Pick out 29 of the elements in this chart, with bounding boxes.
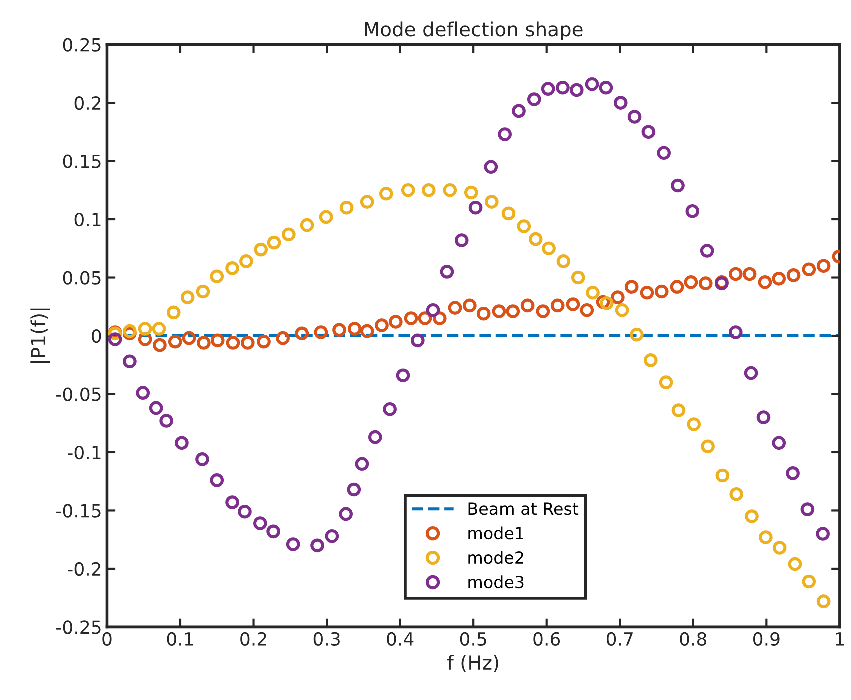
x-tick-label: 0.8 [680, 632, 707, 646]
y-tick-label: -0.1 [68, 446, 101, 460]
y-tick-label: -0.05 [56, 388, 101, 402]
x-tick-label: 0 [102, 632, 112, 646]
y-axis-title: |P1(f)| [30, 308, 50, 364]
x-tick-label: 0.2 [240, 632, 266, 646]
x-tick-label: 0.1 [167, 632, 194, 646]
x-tick-label: 0.4 [387, 632, 414, 646]
y-tick-label: -0.2 [68, 562, 101, 576]
y-tick-label: 0.2 [74, 96, 101, 110]
x-tick-label: 0.3 [314, 632, 340, 646]
x-axis-title: f (Hz) [448, 655, 498, 672]
y-tick-label: 0.1 [74, 212, 101, 227]
legend-label: mode1 [468, 526, 524, 540]
y-tick-label: 0 [92, 329, 102, 344]
legend-label: mode2 [468, 551, 524, 564]
y-tick-label: 0.05 [63, 271, 101, 285]
y-tick-label: 0.15 [63, 154, 101, 168]
legend-label: Beam at Rest [468, 502, 579, 516]
x-tick-label: 0.5 [460, 632, 486, 646]
y-tick-label: -0.25 [56, 620, 101, 634]
y-tick-label: -0.15 [56, 504, 101, 518]
x-tick-label: 0.9 [754, 632, 780, 646]
legend-label: mode3 [468, 576, 524, 589]
x-tick-label: 0.7 [606, 632, 633, 646]
y-tick-label: 0.25 [63, 38, 101, 52]
chart-title: Mode deflection shape [365, 22, 583, 41]
x-tick-label: 1 [836, 632, 844, 646]
x-tick-label: 0.6 [534, 632, 560, 646]
